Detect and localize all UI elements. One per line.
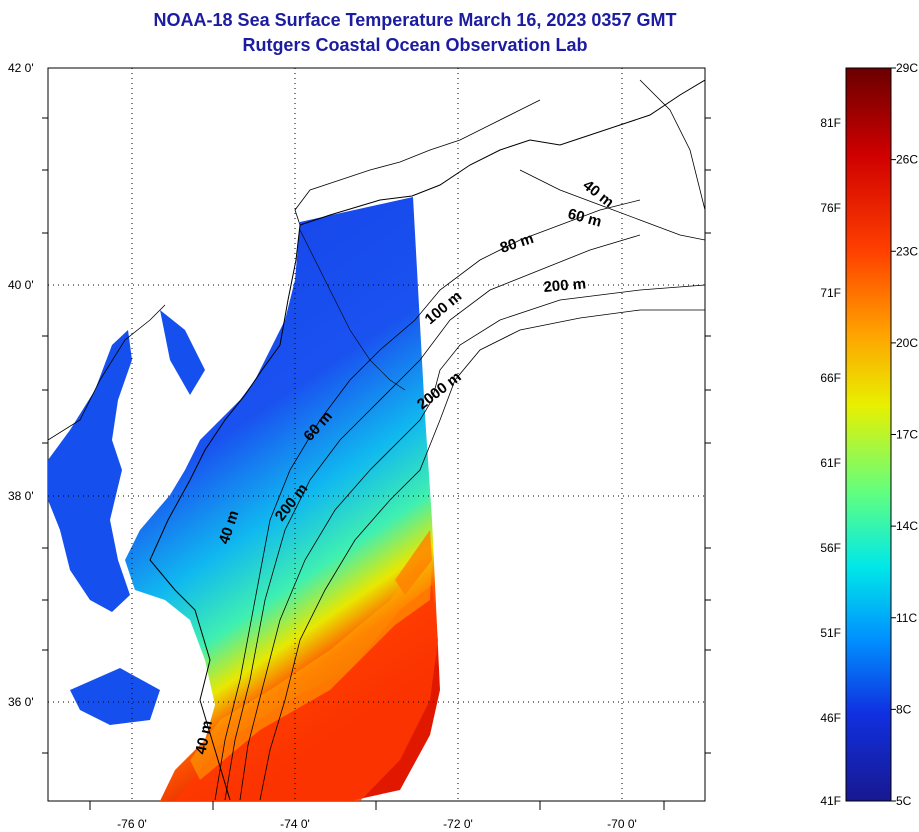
lat-label: 42 0' (8, 61, 34, 75)
colorbar-celsius-label: 26C (896, 153, 918, 167)
lon-label: -72 0' (443, 817, 473, 831)
lon-label: -70 0' (607, 817, 637, 831)
map-subtitle: Rutgers Coastal Ocean Observation Lab (242, 35, 588, 55)
lon-label: -76 0' (117, 817, 147, 831)
pamlico-sound (70, 668, 160, 725)
gulf-stream-edge (190, 560, 432, 780)
colorbar (845, 67, 892, 802)
colorbar-celsius-label: 11C (896, 611, 917, 625)
colorbar-fahrenheit-label: 81F (820, 116, 841, 130)
warm-core (395, 530, 432, 595)
colorbar-celsius-label: 29C (896, 61, 918, 75)
contour-60m (224, 234, 641, 801)
colorbar-fahrenheit-label: 71F (820, 286, 841, 300)
grid (48, 68, 705, 801)
colorbar-celsius-label: 23C (896, 244, 918, 258)
contour-40m (214, 199, 641, 801)
coastline (149, 79, 705, 801)
colorbar-fahrenheit-label: 66F (820, 371, 841, 385)
contour-200m (239, 284, 705, 801)
frame-ticks (42, 117, 711, 810)
colorbar-celsius-label: 20C (896, 336, 918, 350)
delaware-bay (160, 310, 205, 395)
colorbar-celsius-label: 17C (896, 428, 918, 442)
lat-label: 36 0' (8, 695, 34, 709)
contour-2000m (259, 309, 705, 801)
lat-label: 40 0' (8, 278, 34, 292)
colorbar-fahrenheit-label: 41F (820, 794, 841, 808)
colorbar-celsius-label: 8C (896, 702, 912, 716)
map-title: NOAA-18 Sea Surface Temperature March 16… (153, 10, 677, 30)
colorbar-celsius-label: 5C (896, 794, 912, 808)
colorbar-fahrenheit-label: 61F (820, 456, 841, 470)
lon-label: -74 0' (280, 817, 310, 831)
colorbar-fahrenheit-label: 46F (820, 711, 841, 725)
colorbar-fahrenheit-label: 76F (820, 201, 841, 215)
contour-label: 40 m (192, 719, 216, 756)
colorbar-celsius-label: 14C (896, 519, 918, 533)
lat-label: 38 0' (8, 489, 34, 503)
colorbar-fahrenheit-label: 51F (820, 626, 841, 640)
chesapeake-bay (48, 330, 132, 612)
colorbar-fahrenheit-label: 56F (820, 541, 841, 555)
contour-label: 200 m (543, 275, 587, 296)
